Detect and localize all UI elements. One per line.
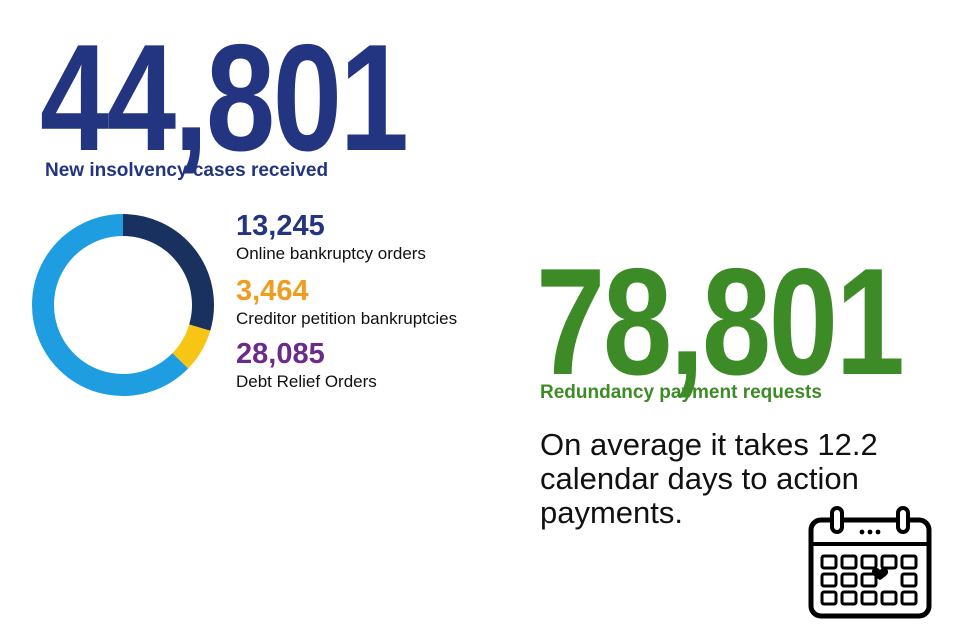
slice-online-bankruptcy [122,214,214,331]
insolvency-donut-chart [32,214,214,396]
legend-label-online-bankruptcy: Online bankruptcy orders [236,244,426,263]
insolvency-label: New insolvency cases received [45,160,329,181]
slice-debt-relief [32,214,189,396]
legend-value-online-bankruptcy: 13,245 [236,210,325,242]
average-days-text: On average it takes 12.2 calendar days t… [540,427,878,530]
redundancy-label: Redundancy payment requests [540,382,822,403]
legend-value-creditor-petition: 3,464 [236,275,309,307]
calendar-heart-icon [808,506,932,619]
legend-label-debt-relief: Debt Relief Orders [236,372,377,391]
insolvency-total: 44,801 [40,13,409,183]
slice-creditor-petition [172,324,211,369]
redundancy-total: 78,801 [536,237,905,407]
legend-label-creditor-petition: Creditor petition bankruptcies [236,309,458,328]
legend-value-debt-relief: 28,085 [236,338,325,370]
